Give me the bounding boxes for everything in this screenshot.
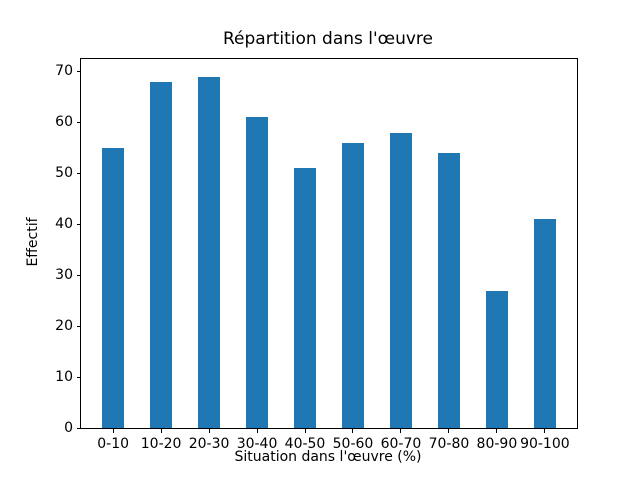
y-tick-label: 50: [55, 165, 73, 182]
y-tick-label: 30: [55, 267, 73, 284]
x-tick-mark: [448, 429, 450, 433]
bar-60-70: [390, 132, 412, 428]
x-tick-label: 10-20: [140, 436, 182, 452]
x-tick-mark: [112, 429, 114, 433]
x-tick-mark: [256, 429, 258, 433]
y-tick-label: 40: [55, 216, 73, 233]
y-tick-label: 10: [55, 369, 73, 386]
x-tick-mark: [352, 429, 354, 433]
y-tick-label: 60: [55, 114, 73, 131]
x-tick-label: 90-100: [520, 436, 570, 452]
bar-50-60: [342, 142, 364, 428]
bar-0-10: [102, 147, 124, 428]
y-tick-label: 0: [64, 420, 73, 436]
x-tick-mark: [544, 429, 546, 433]
y-tick-mark: [76, 427, 80, 429]
y-axis-label: Effectif: [25, 217, 41, 267]
x-tick-mark: [160, 429, 162, 433]
bar-70-80: [438, 152, 460, 428]
x-tick-label: 60-70: [380, 436, 422, 452]
x-tick-label: 30-40: [236, 436, 278, 452]
bar-10-20: [150, 81, 172, 428]
x-axis-label: Situation dans l'œuvre (%): [234, 449, 422, 465]
x-tick-mark: [496, 429, 498, 433]
x-tick-mark: [400, 429, 402, 433]
bar-90-100: [534, 219, 556, 428]
y-tick-label: 20: [55, 318, 73, 335]
x-tick-mark: [208, 429, 210, 433]
y-tick-mark: [76, 274, 80, 276]
x-tick-label: 80-90: [476, 436, 518, 452]
bar-30-40: [246, 117, 268, 428]
x-tick-label: 70-80: [428, 436, 470, 452]
bar-20-30: [198, 76, 220, 428]
y-tick-mark: [76, 121, 80, 123]
bar-40-50: [294, 168, 316, 428]
chart-title: Répartition dans l'œuvre: [222, 29, 433, 49]
x-tick-label: 20-30: [188, 436, 230, 452]
plot-area: 0 10 20 30 40 50 60 70 0-10 10-20 20-30 30-40 40-50 5…: [55, 58, 578, 452]
bar-80-90: [486, 290, 508, 428]
y-tick-mark: [76, 325, 80, 327]
y-tick-mark: [76, 223, 80, 225]
y-tick-mark: [76, 172, 80, 174]
y-tick-mark: [76, 376, 80, 378]
x-tick-mark: [304, 429, 306, 433]
x-tick-label: 40-50: [284, 436, 326, 452]
x-tick-label: 50-60: [332, 436, 374, 452]
y-tick-label: 70: [55, 63, 73, 80]
y-tick-mark: [76, 70, 80, 72]
x-tick-label: 0-10: [97, 436, 130, 452]
